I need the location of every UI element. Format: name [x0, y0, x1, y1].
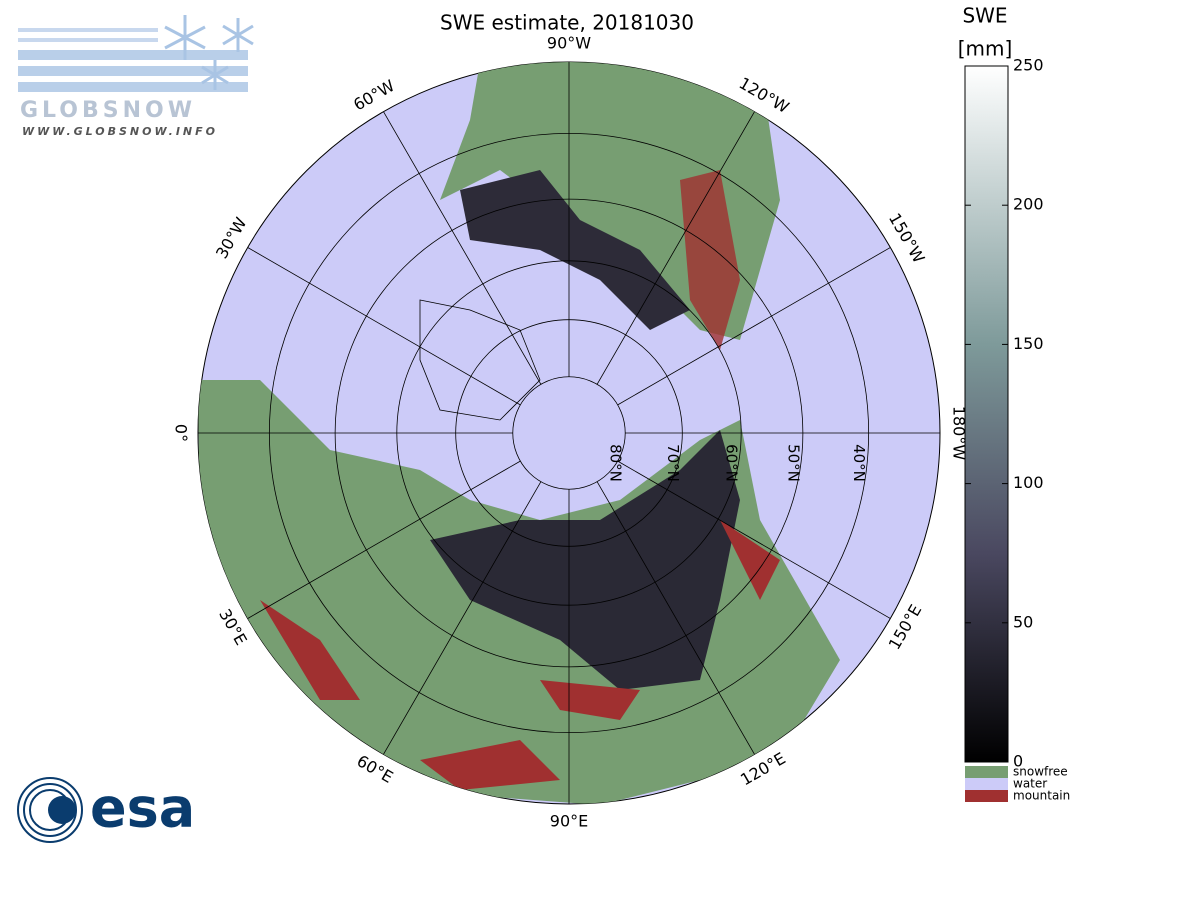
class-label: mountain: [1013, 789, 1070, 803]
colorbar-tick-label: 250: [1013, 56, 1044, 75]
esa-text: esa: [90, 777, 195, 840]
logo-text: GLOBSNOW: [20, 98, 196, 123]
map: [197, 61, 941, 805]
class-label: water: [1013, 777, 1047, 791]
latitude-label: 50°N: [784, 444, 802, 482]
class-label: snowfree: [1013, 765, 1068, 779]
title: SWE estimate, 20181030: [440, 11, 694, 35]
greenland: [419, 299, 541, 421]
colorbar-tick-label: 0: [1013, 752, 1023, 771]
colorbar-tick-label: 150: [1013, 334, 1044, 353]
class-swatch: [965, 766, 1008, 778]
meridian: [247, 460, 521, 619]
meridian: [596, 111, 755, 385]
longitude-label: 90°E: [550, 812, 588, 831]
logo-url: WWW.GLOBSNOW.INFO: [22, 125, 218, 138]
longitude-label: 180°W: [950, 406, 969, 461]
colorbar-unit: [mm]: [958, 37, 1013, 61]
longitude-label: 0°: [172, 424, 191, 442]
colorbar-tick-label: 50: [1013, 612, 1033, 631]
meridian: [617, 460, 891, 619]
colorbar: SWE [mm] 0 50 100 150 200 250 snowfreewatermou…: [958, 4, 1071, 803]
snow-eurasia: [430, 430, 740, 690]
longitude-label: 90°W: [547, 34, 591, 53]
latitude-label: 80°N: [607, 444, 625, 482]
class-swatch: [965, 778, 1008, 790]
latitude-label: 70°N: [664, 444, 682, 482]
meridian: [617, 247, 891, 406]
meridian: [247, 247, 521, 406]
colorbar-tick-label: 200: [1013, 195, 1044, 214]
class-swatch: [965, 790, 1008, 802]
meridian: [596, 481, 755, 755]
meridian: [383, 481, 542, 755]
esa-logo: esa: [17, 777, 195, 843]
colorbar-gradient: [964, 65, 1009, 763]
meridian: [383, 111, 542, 385]
snow-na: [460, 170, 690, 330]
latitude-label: 60°N: [723, 444, 741, 482]
colorbar-label: SWE: [962, 4, 1007, 28]
colorbar-tick-label: 100: [1013, 473, 1044, 492]
globsnow-logo: GLOBSNOW WWW.GLOBSNOW.INFO: [18, 15, 254, 138]
latitude-label: 40°N: [850, 444, 868, 482]
